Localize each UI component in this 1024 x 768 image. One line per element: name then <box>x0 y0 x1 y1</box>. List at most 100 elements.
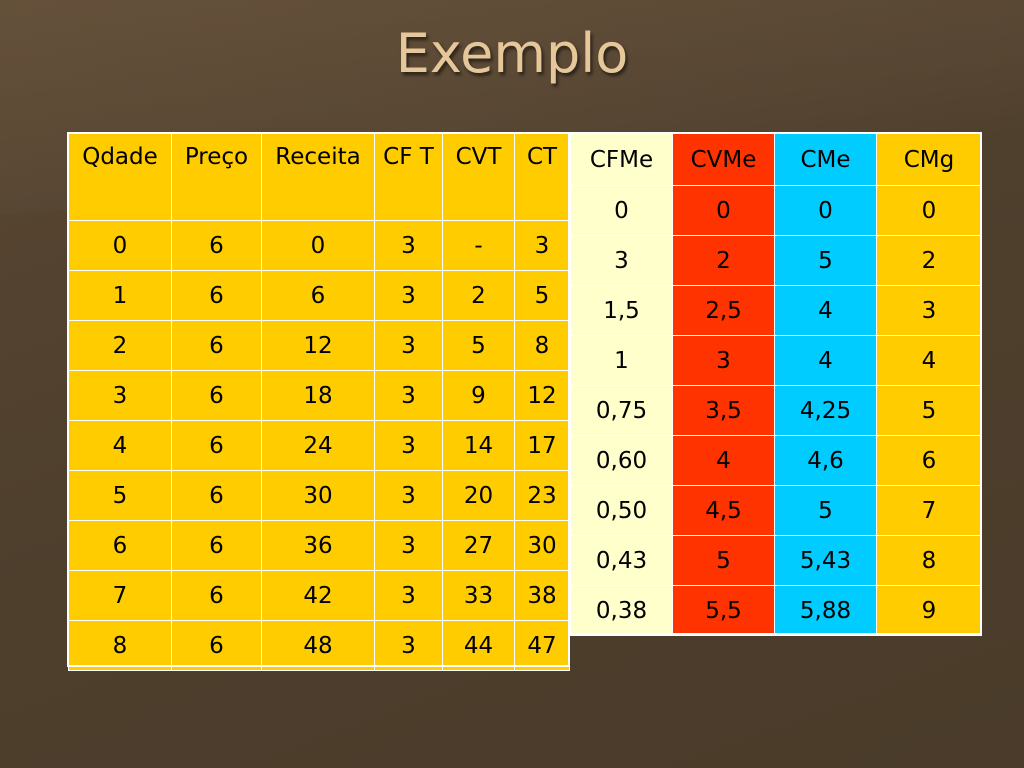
left-table-cell: 8 <box>514 320 570 371</box>
left-table-cell: 3 <box>374 270 443 321</box>
left-table-cell: 2 <box>68 320 172 371</box>
left-table-row: 3 6 18 3 9 12 <box>68 370 570 421</box>
right-table-row: 0,38 5,5 5,88 9 <box>570 585 982 636</box>
right-table-cell: 3 <box>876 285 982 336</box>
left-table-cell: 30 <box>261 470 375 521</box>
left-table-cell: 12 <box>514 370 570 421</box>
left-table-row: 7 6 42 3 33 38 <box>68 570 570 621</box>
right-table-cell: 5,5 <box>672 585 775 636</box>
left-table-cell: 24 <box>261 420 375 471</box>
left-table-cell: 6 <box>171 520 262 571</box>
left-table-cell: 33 <box>442 570 515 621</box>
left-table-cell: 17 <box>514 420 570 471</box>
left-table-cell: 47 <box>514 620 570 671</box>
left-table-cell: 9 <box>442 370 515 421</box>
right-table-cell: 3,5 <box>672 385 775 436</box>
right-table-cell: 3 <box>672 335 775 386</box>
right-table-cell: 4 <box>876 335 982 386</box>
left-table-cell: 0 <box>68 220 172 271</box>
left-table-cell: 1 <box>68 270 172 321</box>
left-table-cell: 12 <box>261 320 375 371</box>
left-table-cell: 6 <box>171 370 262 421</box>
left-table-cell: 0 <box>261 220 375 271</box>
right-table-cell: 2 <box>876 235 982 286</box>
left-table-cell: 3 <box>374 470 443 521</box>
left-header-cell: CF T <box>374 133 443 221</box>
left-table-cell: 3 <box>374 520 443 571</box>
left-table-cell: 36 <box>261 520 375 571</box>
left-table-cell: 30 <box>514 520 570 571</box>
right-table-row: 0,43 5 5,43 8 <box>570 535 982 586</box>
left-header-cell: CT <box>514 133 570 221</box>
right-table-cell: 5 <box>876 385 982 436</box>
right-table-cell: 0 <box>876 185 982 236</box>
left-table-cell: 23 <box>514 470 570 521</box>
right-table-cell: 0,75 <box>570 385 673 436</box>
left-table-cell: 5 <box>68 470 172 521</box>
left-table-cell: 6 <box>261 270 375 321</box>
left-table-cell: 3 <box>374 370 443 421</box>
left-table-cell: 6 <box>171 470 262 521</box>
right-table-cell: 0 <box>672 185 775 236</box>
right-table-cell: 5,43 <box>774 535 877 586</box>
right-table-cell: 2 <box>672 235 775 286</box>
right-table-cell: 0,43 <box>570 535 673 586</box>
right-header-cell: CMg <box>876 133 982 186</box>
right-table-cell: 9 <box>876 585 982 636</box>
left-table-row: 2 6 12 3 5 8 <box>68 320 570 371</box>
right-table-cell: 5 <box>672 535 775 586</box>
cost-table-left: Qdade Preço Receita CF T CVT CT 0 6 0 3-3 1 6 6 3 2 5 2 6… <box>68 133 570 671</box>
left-table-cell: 42 <box>261 570 375 621</box>
right-table-cell: 1 <box>570 335 673 386</box>
right-header-cell: CFMe <box>570 133 673 186</box>
left-table-cell: 3 <box>374 220 443 271</box>
right-table-cell: 1,5 <box>570 285 673 336</box>
right-header-cell: CMe <box>774 133 877 186</box>
right-table-cell: 5 <box>774 485 877 536</box>
left-table-cell: 5 <box>514 270 570 321</box>
left-table-cell: 8 <box>68 620 172 671</box>
left-table-row: 4 6 24 3 14 17 <box>68 420 570 471</box>
left-table-cell: 38 <box>514 570 570 621</box>
left-table-cell: 48 <box>261 620 375 671</box>
slide-title: Exemplo <box>395 22 629 85</box>
left-table-cell: 6 <box>171 620 262 671</box>
right-header-cell: CVMe <box>672 133 775 186</box>
right-table-cell: 5,88 <box>774 585 877 636</box>
right-table-cell: 0 <box>774 185 877 236</box>
right-table-row: 1,5 2,5 4 3 <box>570 285 982 336</box>
left-table-row: 6 6 36 3 27 30 <box>68 520 570 571</box>
right-table-row: 0,75 3,5 4,25 5 <box>570 385 982 436</box>
left-table-cell: 6 <box>171 570 262 621</box>
right-table-cell: 5 <box>774 235 877 286</box>
left-table-cell: 44 <box>442 620 515 671</box>
left-table-cell: 14 <box>442 420 515 471</box>
right-table-cell: 8 <box>876 535 982 586</box>
left-table-row: 8 6 48 3 44 47 <box>68 620 570 671</box>
left-table-cell: 2 <box>442 270 515 321</box>
left-header-cell: Preço <box>171 133 262 221</box>
left-table-cell: - <box>442 220 515 271</box>
right-table-cell: 3 <box>570 235 673 286</box>
left-table-cell: 3 <box>374 420 443 471</box>
left-header-cell: Receita <box>261 133 375 221</box>
left-table-cell: 3 <box>374 570 443 621</box>
right-table-cell: 0,60 <box>570 435 673 486</box>
left-table-cell: 3 <box>374 320 443 371</box>
left-table-cell: 6 <box>171 220 262 271</box>
left-table-cell: 6 <box>68 520 172 571</box>
right-table-cell: 0 <box>570 185 673 236</box>
left-table-cell: 6 <box>171 320 262 371</box>
left-table-cell: 20 <box>442 470 515 521</box>
left-header-cell: CVT <box>442 133 515 221</box>
right-table-cell: 4,6 <box>774 435 877 486</box>
cost-table-right: CFMe CVMe CMe CMg 0 0 0 0 3 2 5 2 1,5 2,5 4 3 1 3 4 4 0,75 3,… <box>570 133 982 636</box>
left-table-cell: 6 <box>171 270 262 321</box>
right-table-cell: 0,50 <box>570 485 673 536</box>
right-table-cell: 4 <box>774 335 877 386</box>
